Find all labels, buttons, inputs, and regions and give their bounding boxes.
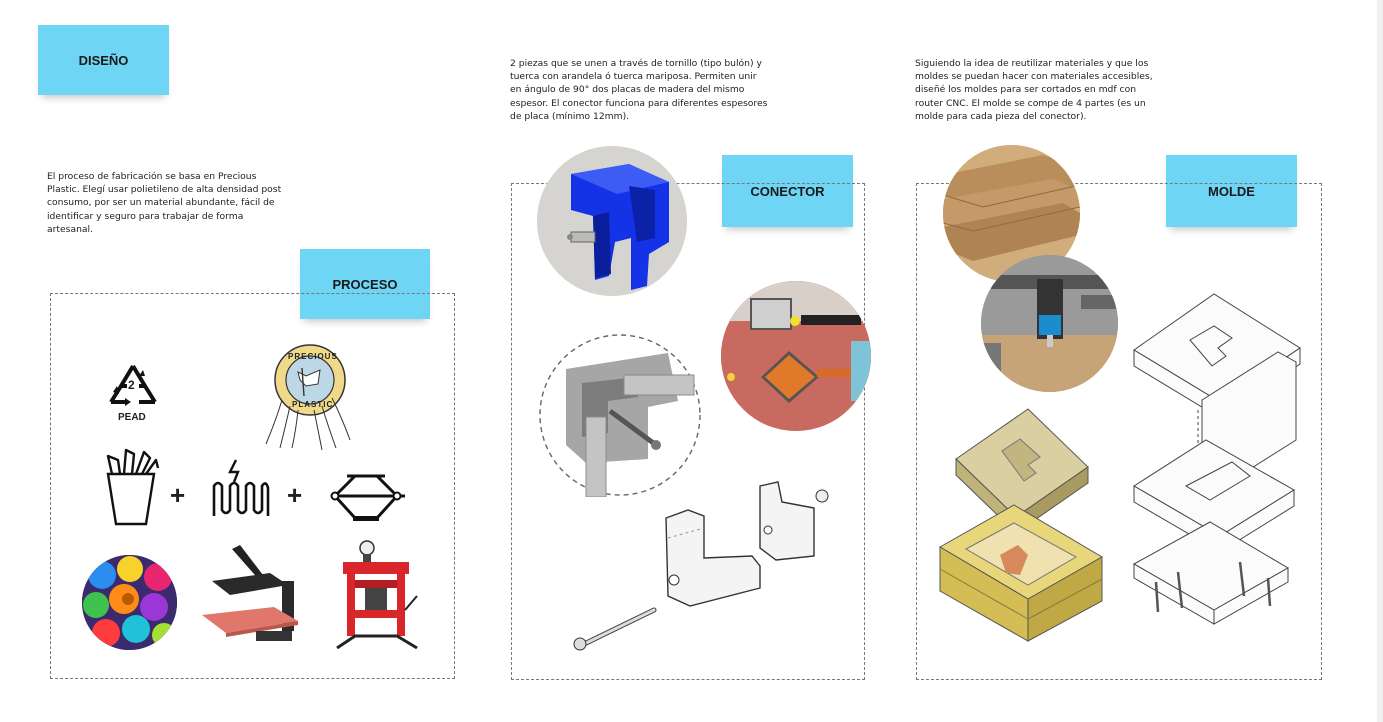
plus-1: + <box>170 480 186 510</box>
proceso-frame <box>50 293 455 679</box>
mold-exploded-drawing <box>1128 290 1304 635</box>
heater-coil-icon <box>208 458 272 522</box>
note-diseno[interactable]: DISEÑO <box>38 25 169 95</box>
plus-2: + <box>287 480 303 510</box>
hydraulic-press-photo <box>335 540 419 652</box>
note-molde[interactable]: MOLDE <box>1166 155 1297 227</box>
blue-connector-render <box>537 146 687 296</box>
connector-section-detail <box>538 333 702 498</box>
mdf-boards-photo <box>943 145 1080 282</box>
molde-description: Siguiendo la idea de reutilizar material… <box>915 58 1153 122</box>
note-proceso[interactable]: PROCESO <box>300 249 430 319</box>
plastic-caps-photo <box>82 555 177 650</box>
mdf-mold-render <box>936 405 1110 653</box>
heat-press-photo <box>196 545 304 649</box>
recycle-pead-icon: 2 PEAD <box>105 362 161 426</box>
connector-exploded-drawing <box>570 478 840 658</box>
scrollbar[interactable] <box>1377 0 1383 722</box>
note-conector[interactable]: CONECTOR <box>722 155 853 227</box>
corner-clamp-photo <box>721 281 871 431</box>
conector-frame <box>511 183 865 680</box>
plastic-cup-icon <box>100 446 162 528</box>
jack-press-icon <box>325 472 407 522</box>
cnc-router-photo <box>981 255 1118 392</box>
precious-plastic-logo: PRECIOUS PLASTIC <box>262 340 352 452</box>
recycle-label: PEAD <box>118 412 146 423</box>
diseno-description: El proceso de fabricación se basa en Pre… <box>47 171 282 235</box>
precious-logo-top: PRECIOUS <box>288 352 338 361</box>
molde-frame <box>916 183 1322 680</box>
precious-logo-bottom: PLASTIC <box>292 400 334 409</box>
recycle-number: 2 <box>128 378 135 392</box>
conector-description: 2 piezas que se unen a través de tornill… <box>510 58 768 122</box>
